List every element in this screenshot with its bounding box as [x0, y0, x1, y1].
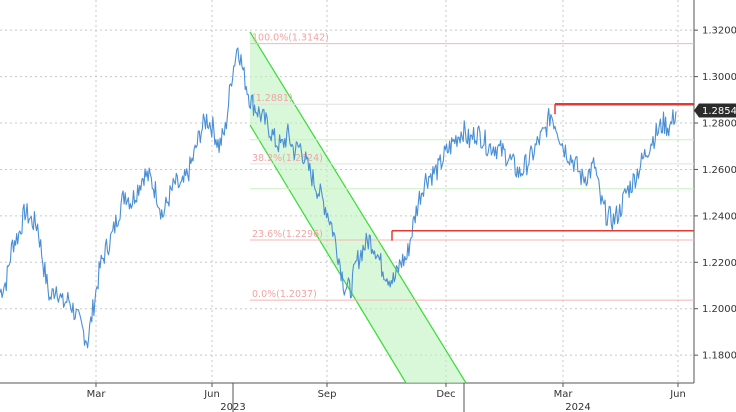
fibonacci-levels: 100.0%(1.3142) (1.2881) 38.2%(1.2624) 23.6%… [250, 33, 694, 301]
gridlines: 1.3200 1.3000 1.2800 1.2600 1.2400 1.2200 1.20… [0, 0, 736, 400]
y-tick-label: 1.3200 [702, 26, 736, 37]
y-tick-label: 1.1800 [702, 351, 736, 362]
y-tick-label: 1.2200 [702, 258, 736, 269]
fib-level-label: 23.6%(1.2296) [252, 229, 323, 240]
channel-upper-line [249, 31, 467, 384]
current-price-tag-bg [694, 103, 736, 118]
x-tick-label: Mar [87, 389, 107, 400]
y-tick-label: 1.2800 [702, 119, 736, 130]
channel-lower-line [249, 124, 407, 384]
year-label: 2023 [220, 402, 245, 412]
current-price-tag: 1.2854 [694, 103, 736, 118]
descending-channel [249, 31, 467, 384]
x-tick-label: Jun [669, 389, 686, 400]
fib-level-label: 100.0%(1.3142) [252, 33, 329, 44]
resistance-lines [391, 102, 694, 241]
x-tick-label: Mar [554, 389, 574, 400]
x-tick-label: Sep [318, 389, 337, 400]
y-tick-label: 1.2400 [702, 211, 736, 222]
y-tick-label: 1.2000 [702, 304, 736, 315]
x-tick-label: Jun [203, 389, 220, 400]
year-label: 2024 [565, 402, 590, 412]
fib-level-label: 0.0%(1.2037) [252, 289, 317, 300]
fib-level-label: 38.2%(1.2624) [252, 153, 323, 164]
y-tick-label: 1.2600 [702, 165, 736, 176]
x-tick-label: Dec [436, 389, 455, 400]
y-tick-label: 1.3000 [702, 72, 736, 83]
current-price-label: 1.2854 [702, 106, 736, 117]
fib-level-label: (1.2881) [252, 93, 293, 104]
price-series-line [0, 47, 677, 349]
